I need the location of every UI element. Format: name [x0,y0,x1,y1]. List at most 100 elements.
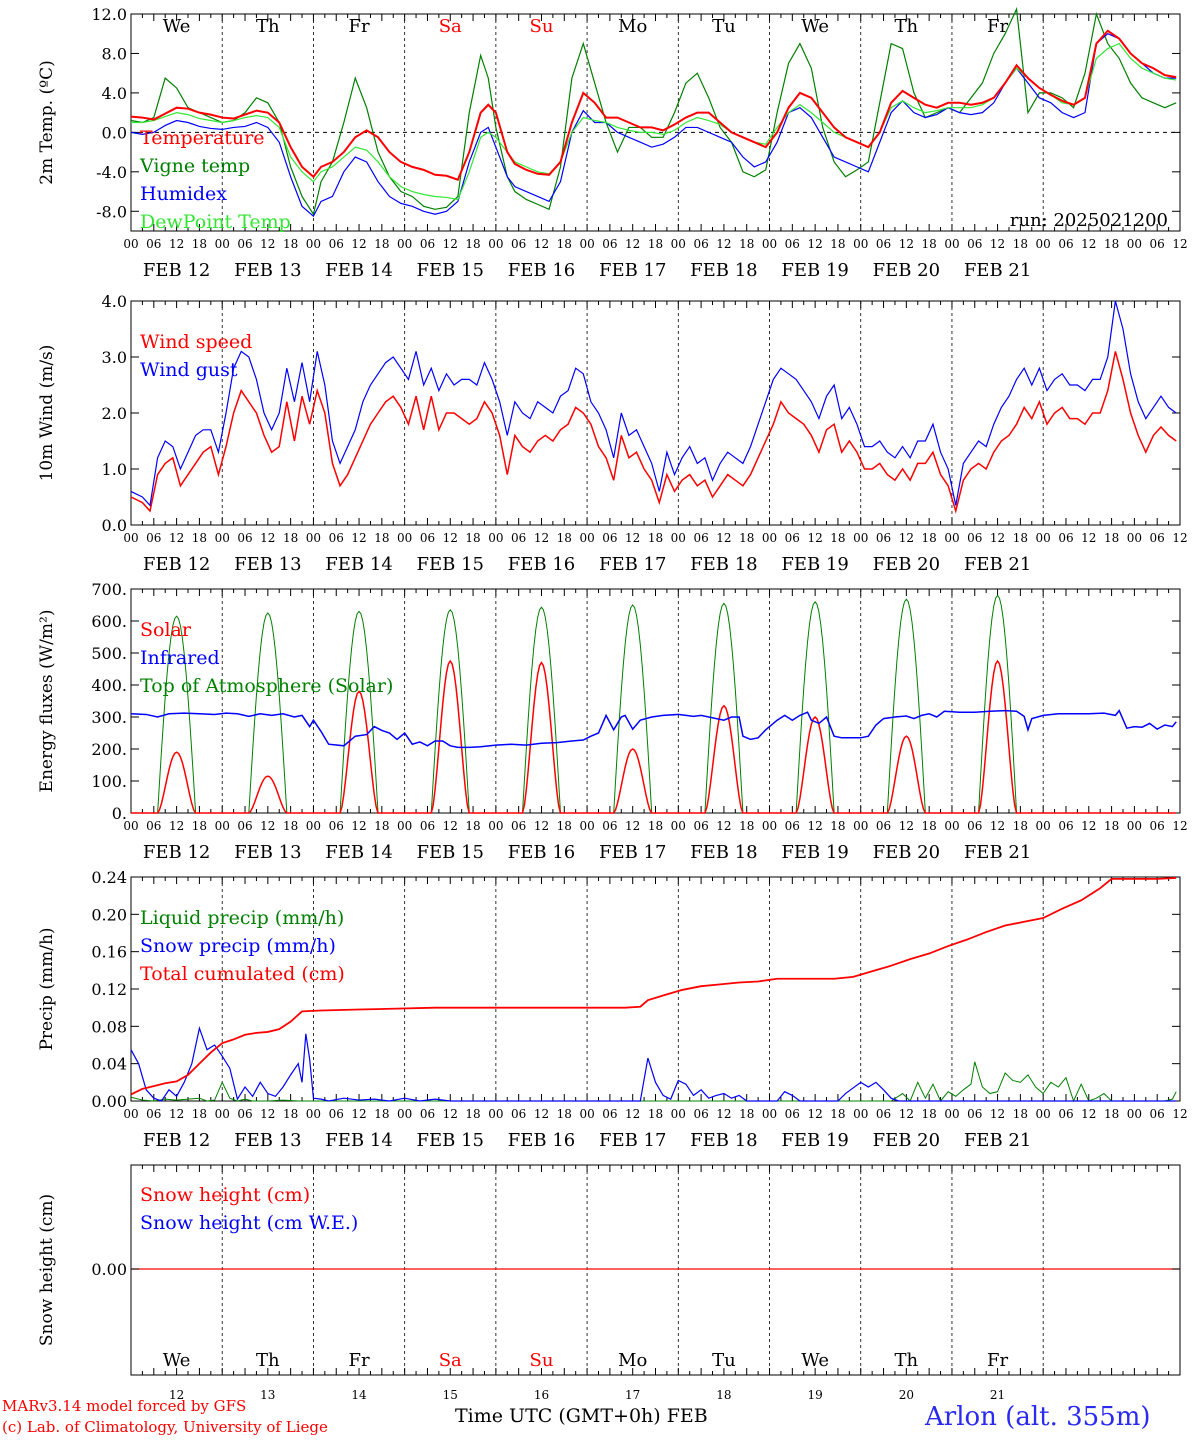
y-tick-label: 700. [91,580,127,599]
x-hour-label: 18 [648,1107,663,1121]
x-day-label: FEB 17 [599,554,666,575]
x-hour-label: 06 [1058,1107,1073,1121]
x-hour-label: 12 [716,531,731,545]
weekday-label: Th [256,16,280,37]
legend-entry: Humidex [140,183,227,205]
x-hour-label: 06 [967,531,982,545]
x-hour-label: 18 [1104,531,1119,545]
x-hour-label: 06 [602,819,617,833]
x-hour-label: 06 [146,531,161,545]
y-tick-label: 3.0 [102,348,127,367]
x-day-label: FEB 18 [690,554,757,575]
panel-2 [130,300,1181,526]
x-hour-label: 12 [351,819,366,833]
x-hour-label: 12 [990,819,1005,833]
series-temperature [130,29,1177,181]
legend-entry: Vigne temp [139,155,250,177]
x-hour-label: 00 [853,531,868,545]
series-infrared [130,709,1177,749]
x-day-label: FEB 17 [599,1130,666,1151]
y-tick-label: 0.12 [91,980,127,999]
x-hour-label: 18 [557,531,572,545]
x-hour-label: 00 [488,1107,503,1121]
x-hour-label: 12 [990,237,1005,251]
x-hour-label: 06 [237,237,252,251]
y-tick-label: 0.20 [91,905,127,924]
x-hour-label: 00 [306,531,321,545]
x-hour-label: 18 [739,237,754,251]
x-hour-label: 06 [146,237,161,251]
plot-frame [130,13,1181,232]
x-day-label: FEB 12 [143,1130,210,1151]
x-hour-label: 18 [374,1107,389,1121]
x-day-label: FEB 12 [143,554,210,575]
x-hour-label: 12 [169,1107,184,1121]
x-day-label: FEB 12 [143,842,210,863]
x-hour-label: 06 [237,531,252,545]
x-hour-label: 18 [1013,1107,1028,1121]
series-solar [131,659,1177,814]
series-toa-solar [131,594,1177,814]
x-hour-label: 00 [671,531,686,545]
x-day-label: FEB 15 [417,1130,484,1151]
x-day-label: FEB 15 [417,260,484,281]
legend-entry: DewPoint Temp [140,211,291,233]
panel-1 [130,13,1181,232]
x-hour-label: 18 [1013,237,1028,251]
x-day-label: FEB 19 [781,260,848,281]
x-hour-label: 06 [237,819,252,833]
x-hour-label: 12 [716,1107,731,1121]
y-tick-label: 400. [91,676,127,695]
x-day-label: FEB 17 [599,260,666,281]
x-hour-label: 18 [283,1107,298,1121]
day-number-label: 12 [169,1388,184,1402]
y-axis-label: Energy fluxes (W/m²) [37,610,57,793]
x-hour-label: 06 [693,531,708,545]
x-hour-label: 00 [1036,819,1051,833]
day-number-label: 16 [534,1388,549,1402]
x-axis-title: Time UTC (GMT+0h) FEB [455,1405,708,1427]
x-hour-label: 06 [876,531,891,545]
day-number-label: 15 [443,1388,458,1402]
x-hour-label: 12 [807,237,822,251]
x-hour-label: 00 [1036,1107,1051,1121]
x-hour-label: 00 [671,819,686,833]
x-hour-label: 18 [830,1107,845,1121]
day-number-label: 13 [260,1388,275,1402]
x-hour-label: 12 [625,531,640,545]
x-hour-label: 12 [1081,531,1096,545]
x-hour-label: 06 [1150,1107,1165,1121]
x-hour-label: 00 [579,237,594,251]
x-hour-label: 12 [1081,1107,1096,1121]
weekday-label: Fr [348,16,369,37]
x-hour-label: 18 [1104,819,1119,833]
x-hour-label: 12 [1172,819,1187,833]
x-hour-label: 12 [899,237,914,251]
y-axis-label: Snow height (cm) [37,1194,57,1346]
y-tick-label: 0.00 [91,1260,127,1279]
x-hour-label: 12 [1172,531,1187,545]
x-hour-label: 06 [511,237,526,251]
x-hour-label: 00 [762,1107,777,1121]
x-hour-label: 06 [1150,531,1165,545]
legend-entry: Top of Atmosphere (Solar) [140,675,393,697]
y-tick-label: 2.0 [102,404,127,423]
series-wind-gust [130,300,1177,507]
x-hour-label: 00 [762,819,777,833]
y-tick-label: 0.16 [91,943,127,962]
plot-frame [130,588,1181,814]
weekday-label: We [801,1350,829,1371]
x-hour-label: 18 [739,531,754,545]
x-hour-label: 18 [830,531,845,545]
x-hour-label: 12 [807,1107,822,1121]
x-day-label: FEB 12 [143,260,210,281]
series-humidex [130,33,1177,218]
x-hour-label: 00 [397,531,412,545]
weekday-label: We [163,16,191,37]
x-hour-label: 00 [762,531,777,545]
x-hour-label: 18 [922,1107,937,1121]
legend-entry: Liquid precip (mm/h) [140,907,344,929]
x-hour-label: 06 [1058,531,1073,545]
x-hour-label: 06 [693,1107,708,1121]
x-day-label: FEB 18 [690,260,757,281]
